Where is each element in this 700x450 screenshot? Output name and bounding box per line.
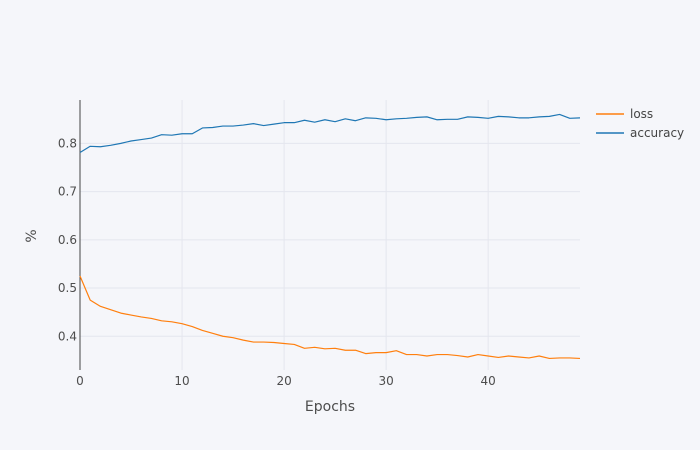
x-tick-label: 40 <box>481 374 496 388</box>
legend: loss accuracy <box>596 107 684 140</box>
y-tick-label: 0.5 <box>58 281 77 295</box>
y-tick-label: 0.4 <box>58 329 77 343</box>
y-tick-label: 0.8 <box>58 136 77 150</box>
x-tick-label: 30 <box>378 374 393 388</box>
legend-label-accuracy: accuracy <box>630 126 684 140</box>
series-lines <box>79 113 581 360</box>
y-tick-label: 0.6 <box>58 233 77 247</box>
legend-label-loss: loss <box>630 107 653 121</box>
y-tick-label: 0.7 <box>58 185 77 199</box>
axes: 0 10 20 30 40 0.4 0.5 0.6 0.7 0.8 <box>58 100 496 388</box>
grid-lines <box>80 100 580 370</box>
series-line-loss <box>79 275 581 360</box>
x-axis-title: Epochs <box>305 399 355 415</box>
y-axis-title: % <box>24 229 40 242</box>
x-tick-label: 10 <box>174 374 189 388</box>
series-line-accuracy <box>79 113 581 154</box>
x-tick-label: 0 <box>76 374 84 388</box>
x-tick-label: 20 <box>276 374 291 388</box>
